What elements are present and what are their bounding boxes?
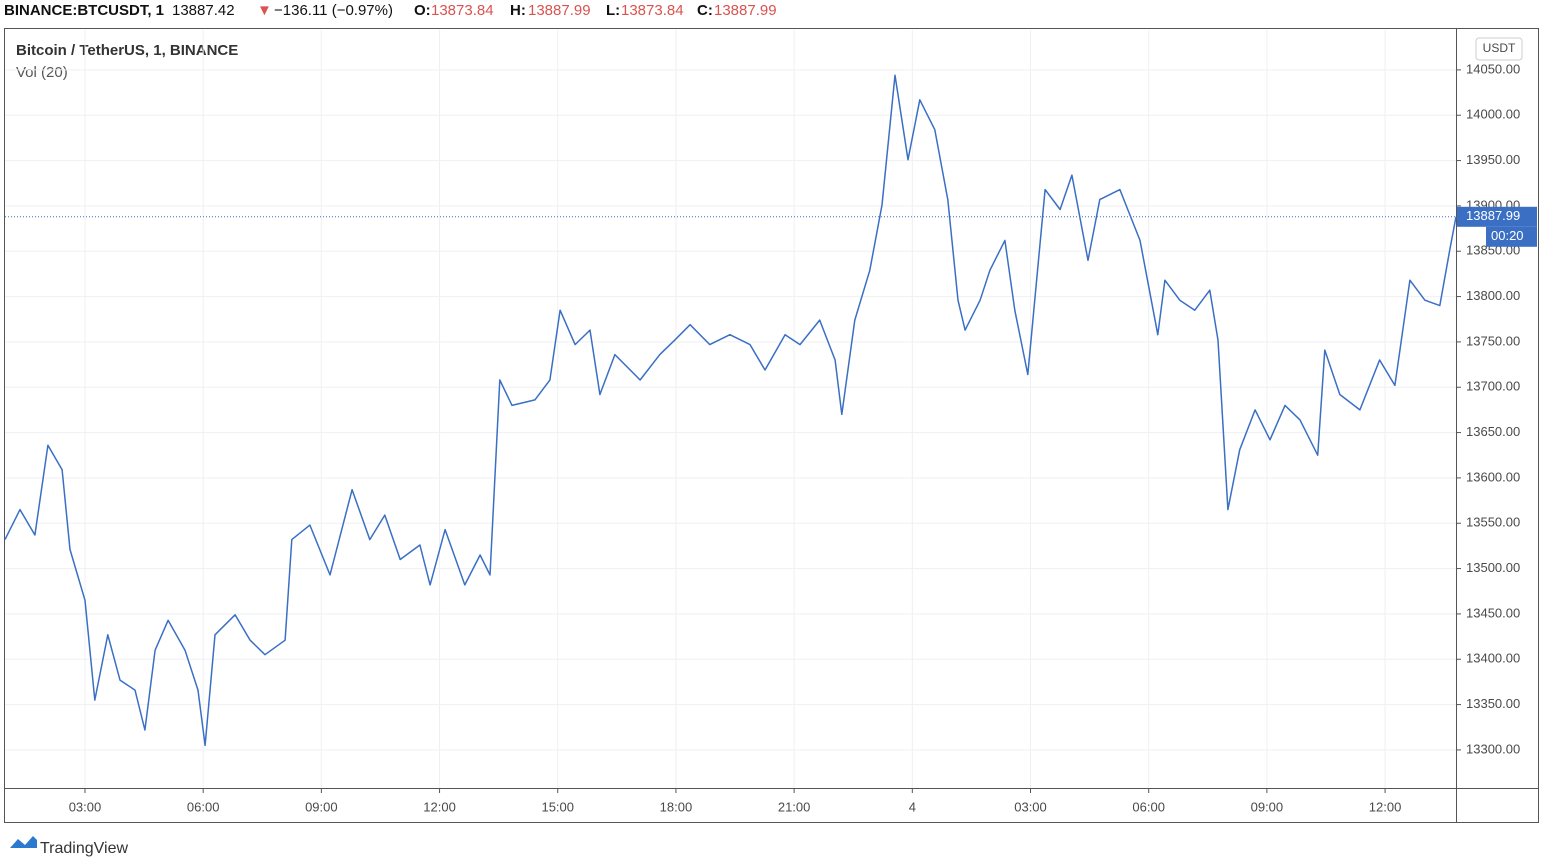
subtitle: Vol (20) — [16, 64, 68, 81]
x-tick-label: 03:00 — [69, 799, 102, 814]
y-tick-label: 13500.00 — [1466, 560, 1520, 575]
x-tick-label: 03:00 — [1014, 799, 1047, 814]
y-tick-label: 13350.00 — [1466, 696, 1520, 711]
last-price-label: 13887.99 — [1466, 208, 1520, 223]
last: 13887.42 — [172, 2, 235, 19]
h: 13887.99 — [528, 2, 591, 19]
y-tick-label: 13300.00 — [1466, 741, 1520, 756]
symbol: BINANCE:BTCUSDT, 1 — [4, 2, 164, 19]
unit-box[interactable] — [1475, 37, 1523, 61]
y-unit: USDT — [1483, 41, 1516, 55]
x-tick-label: 06:00 — [1132, 799, 1165, 814]
brand-logo — [10, 836, 37, 848]
countdown: 00:20 — [1491, 228, 1524, 243]
price-line — [4, 74, 1457, 747]
frame — [4, 28, 1539, 823]
o-label: O: — [414, 2, 431, 19]
y-tick-label: 14000.00 — [1466, 107, 1520, 122]
y-tick-label: 13700.00 — [1466, 379, 1520, 394]
y-tick-label: 13950.00 — [1466, 152, 1520, 167]
x-tick-label: 09:00 — [1251, 799, 1284, 814]
y-tick-label: 13800.00 — [1466, 288, 1520, 303]
x-tick-label: 15:00 — [541, 799, 574, 814]
x-tick-label: 12:00 — [423, 799, 456, 814]
y-tick-label: 13600.00 — [1466, 469, 1520, 484]
y-tick-label: 13750.00 — [1466, 333, 1520, 348]
l: 13873.84 — [621, 2, 684, 19]
y-tick-label: 13400.00 — [1466, 651, 1520, 666]
y-tick-label: 14050.00 — [1466, 61, 1520, 76]
chart-title: Bitcoin / TetherUS, 1, BINANCE — [16, 42, 238, 59]
o: 13873.84 — [431, 2, 494, 19]
x-tick-label: 12:00 — [1369, 799, 1402, 814]
l-label: L: — [606, 2, 620, 19]
h-label: H: — [510, 2, 526, 19]
c: 13887.99 — [714, 2, 777, 19]
x-tick-label: 4 — [909, 799, 916, 814]
y-tick-label: 13550.00 — [1466, 515, 1520, 530]
countdown-box — [1486, 226, 1537, 247]
x-tick-label: 21:00 — [778, 799, 811, 814]
x-tick-label: 09:00 — [305, 799, 338, 814]
x-tick-label: 18:00 — [660, 799, 693, 814]
y-tick-label: 13450.00 — [1466, 605, 1520, 620]
last-price-box — [1457, 206, 1537, 227]
arrow: ▼ — [257, 2, 272, 19]
brand[interactable]: TradingView — [40, 840, 128, 857]
x-tick-label: 06:00 — [187, 799, 220, 814]
c-label: C: — [697, 2, 713, 19]
change: −136.11 (−0.97%) — [274, 2, 393, 19]
y-tick-label: 13650.00 — [1466, 424, 1520, 439]
